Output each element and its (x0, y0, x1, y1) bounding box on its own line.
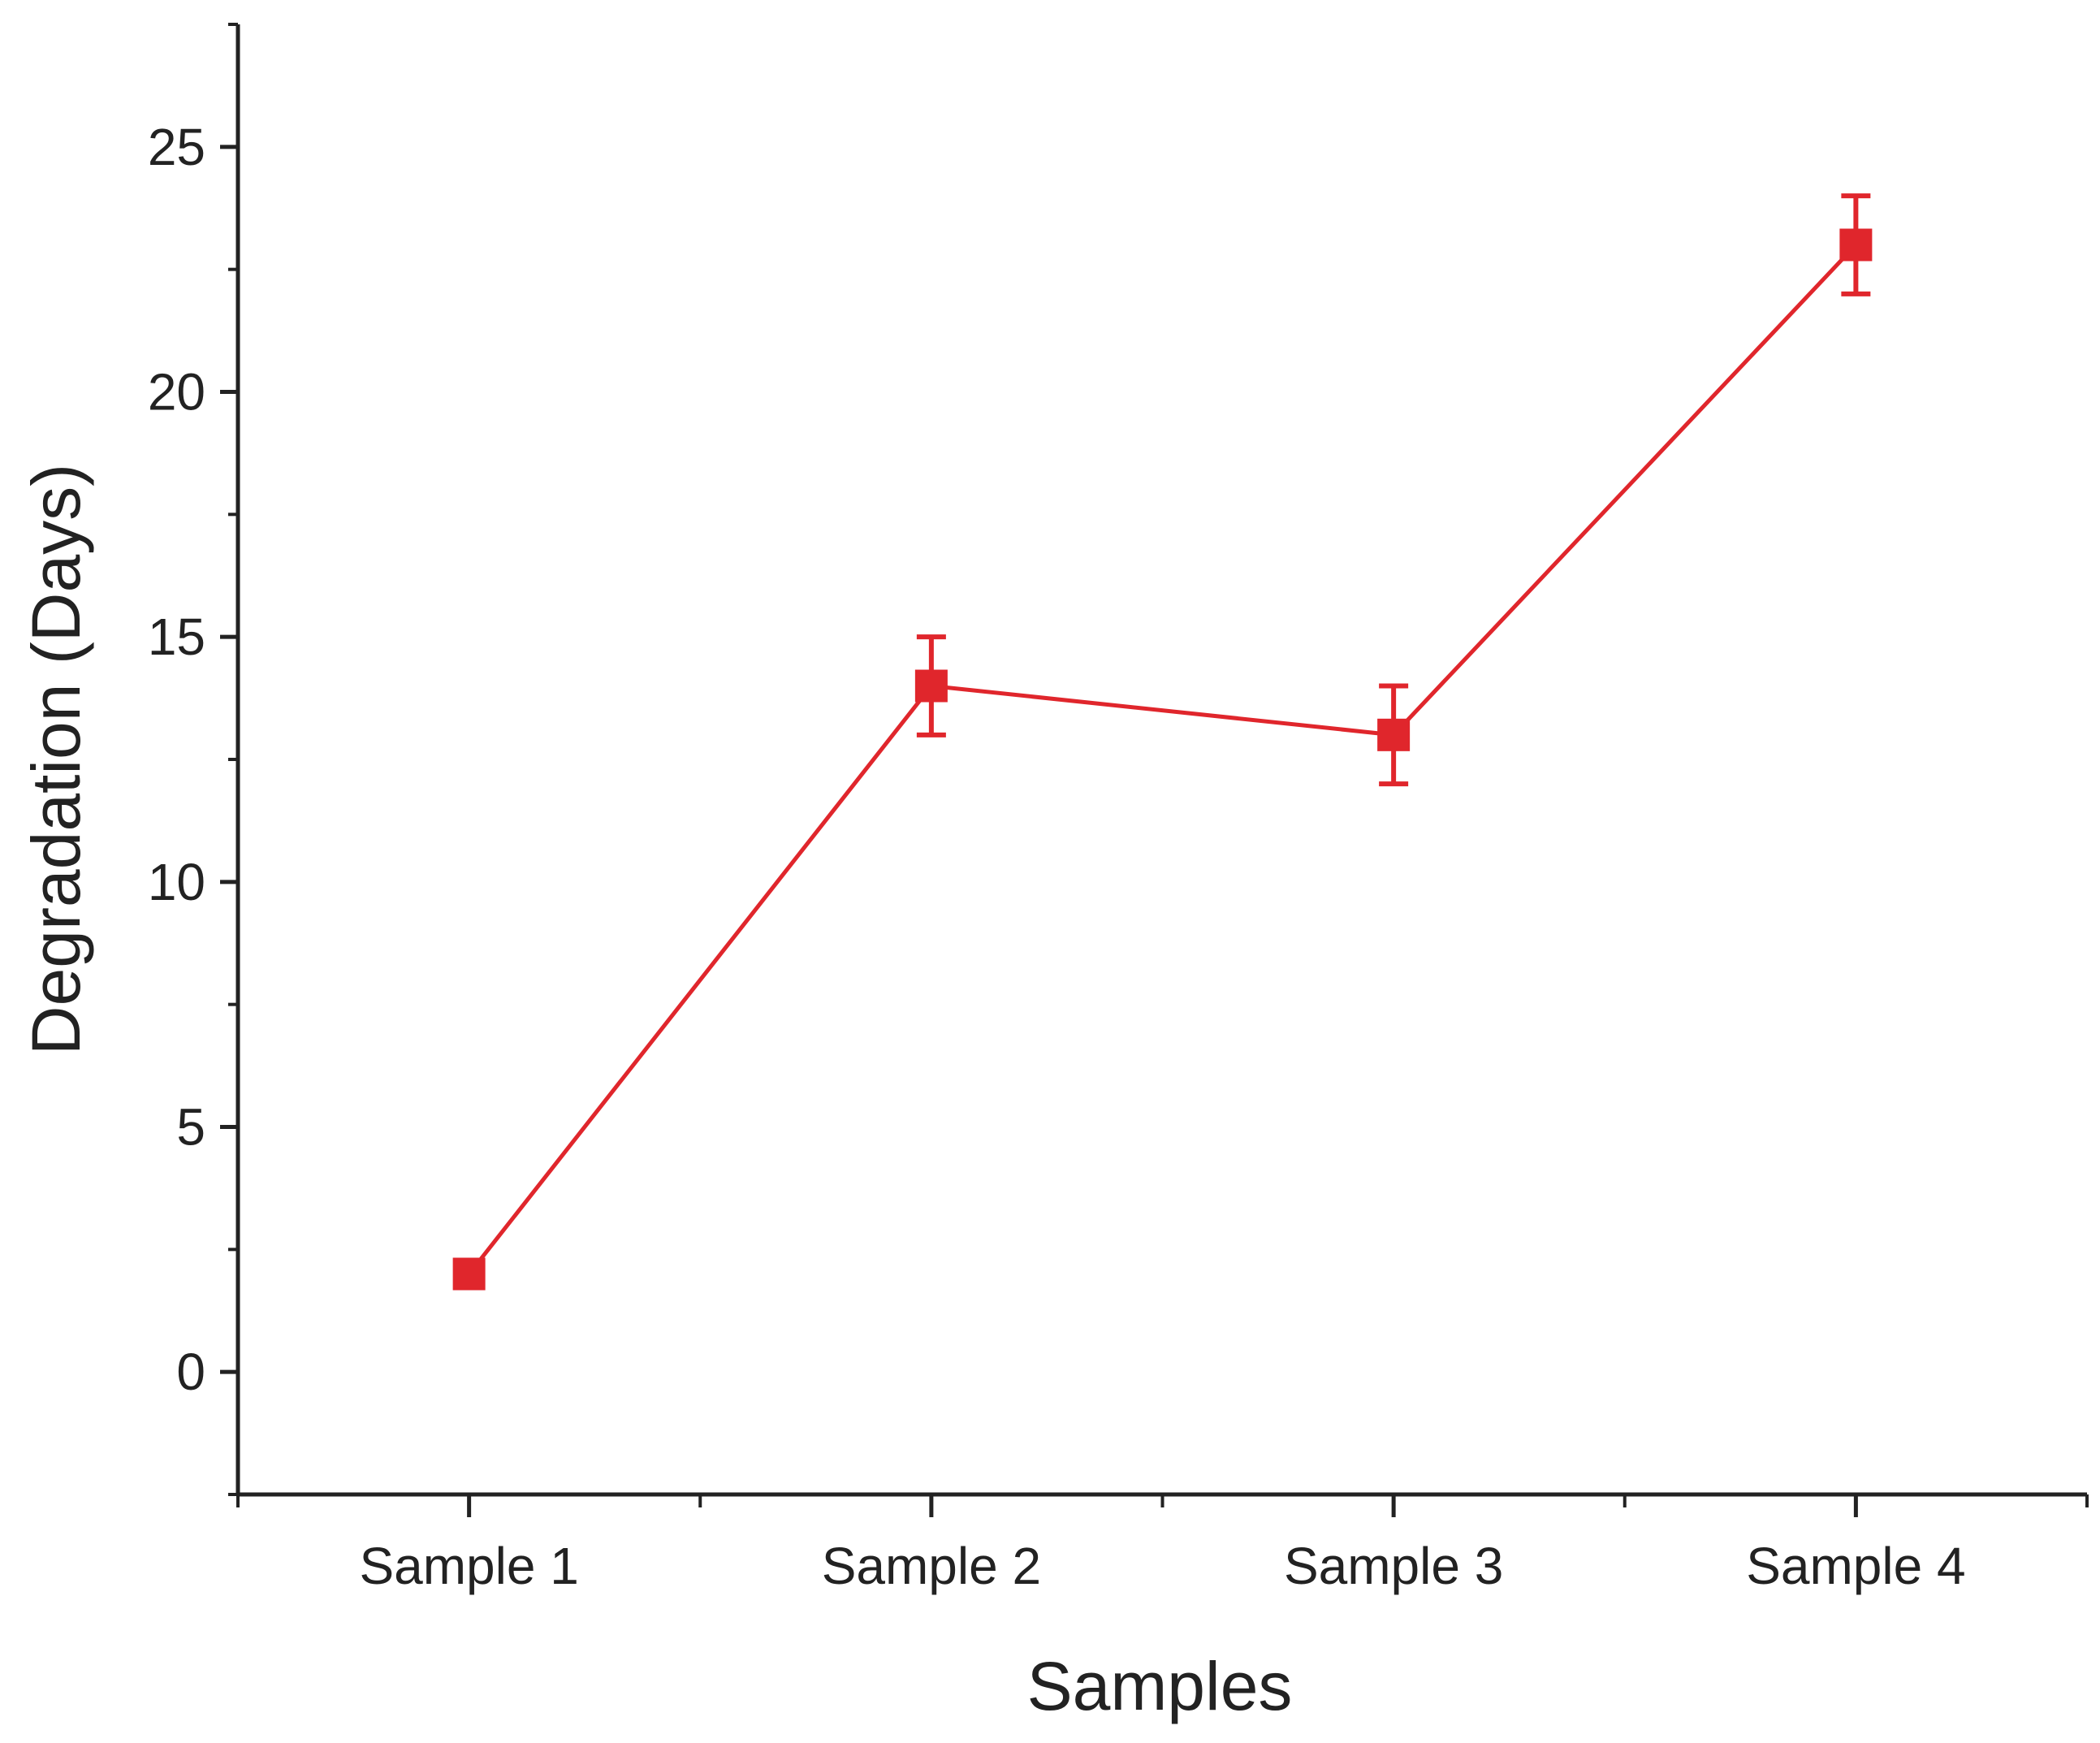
y-tick-label: 0 (176, 1343, 205, 1401)
x-tick-label: Sample 2 (822, 1537, 1041, 1595)
axis-labels: Samples Degradation (Days) (18, 464, 1292, 1724)
y-tick-label: 5 (176, 1098, 205, 1157)
x-tick-label: Sample 4 (1746, 1537, 1965, 1595)
data-point-marker (914, 669, 948, 703)
data-point-marker (452, 1257, 486, 1291)
x-tick-label: Sample 3 (1284, 1537, 1503, 1595)
series-line (467, 243, 1858, 1276)
series-marks (452, 193, 1873, 1291)
y-axis-label: Degradation (Days) (18, 464, 94, 1055)
y-tick-label: 20 (148, 363, 205, 422)
data-point-marker (1377, 718, 1411, 751)
x-axis-label: Samples (1027, 1648, 1293, 1724)
axes: 0 5 10 15 20 25 Sample 1 Sample 2 Sample 3 Sample… (148, 23, 2089, 1595)
x-tick-label: Sample 1 (359, 1537, 578, 1595)
data-point-marker (1839, 228, 1873, 262)
y-tick-label: 25 (148, 118, 205, 176)
y-tick-label: 10 (148, 853, 205, 911)
y-tick-label: 15 (148, 608, 205, 666)
